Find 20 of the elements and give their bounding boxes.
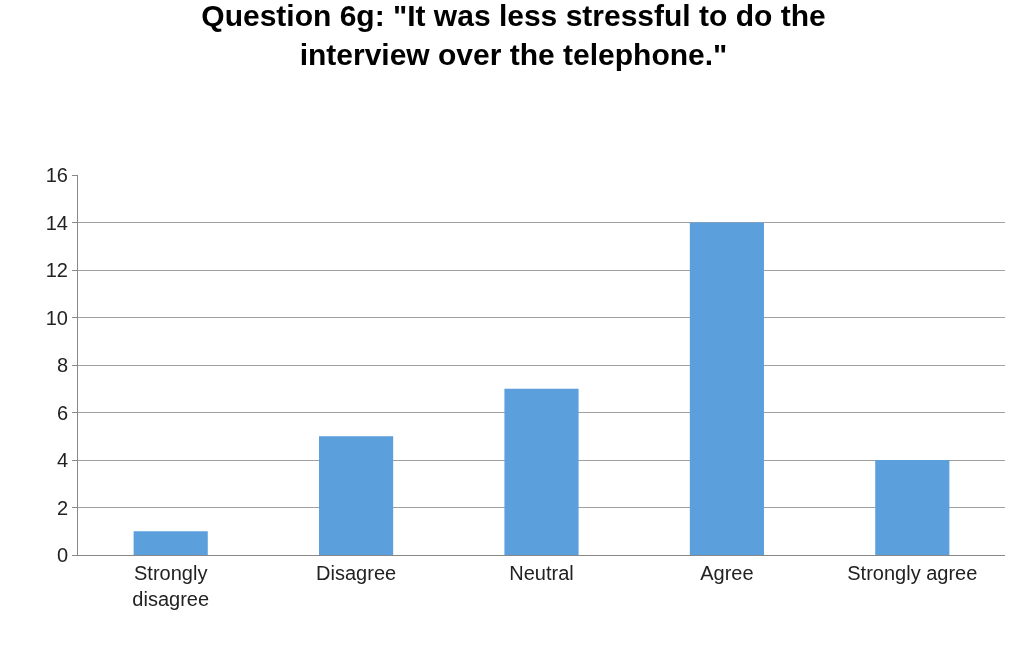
x-tick-label: Disagree: [316, 562, 397, 584]
bar: [133, 531, 208, 555]
y-tick-label: 0: [56, 544, 68, 566]
x-tick-label: Neutral: [509, 562, 574, 584]
y-tick-label: 6: [56, 401, 68, 424]
y-tick-label: 12: [45, 259, 68, 281]
x-tick-label: Strongly disagree: [132, 562, 210, 610]
y-tick-label: 14: [45, 211, 68, 234]
x-tick-label: Strongly agree: [847, 562, 978, 584]
y-tick-label: 16: [45, 164, 68, 186]
y-tick-label: 10: [45, 306, 68, 329]
y-tick-label: 8: [56, 354, 68, 376]
bar: [319, 436, 394, 555]
bar: [689, 222, 764, 555]
y-tick-label: 4: [56, 449, 68, 471]
chart-title: Question 6g: "It was less stressful to do the interview over the telephone.": [201, 0, 826, 71]
bar: [504, 388, 579, 555]
bar: [875, 460, 950, 555]
x-tick-label: Agree: [700, 562, 754, 584]
y-tick-label: 2: [56, 496, 68, 519]
